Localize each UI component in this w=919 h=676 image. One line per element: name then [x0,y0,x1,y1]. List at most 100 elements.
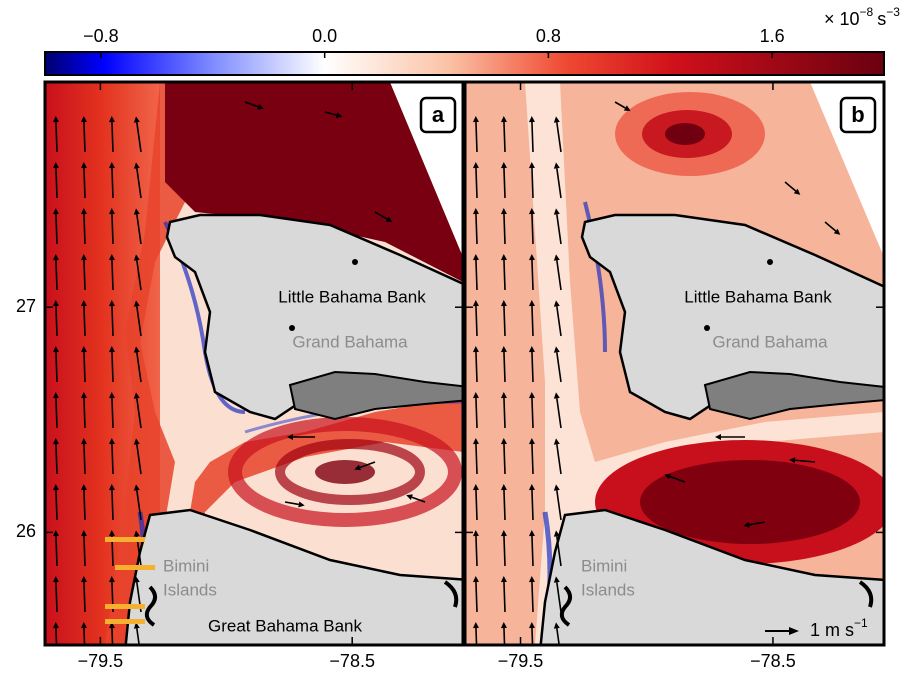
velocity-arrow [111,259,114,291]
arrow-head [472,208,479,215]
velocity-arrow [503,397,506,429]
velocity-arrow [55,489,58,521]
arrow-head [472,438,479,445]
arrow-head [133,622,140,629]
arrow-head [108,484,115,491]
arrow-head [664,473,671,480]
velocity-arrow [503,535,506,567]
arrow-head [500,116,507,123]
arrow-head [472,484,479,491]
velocity-arrow [55,305,58,337]
velocity-arrow [556,398,562,429]
arrow-head [385,216,393,222]
arrow-head [257,103,264,110]
scale-text: 1 m s [810,620,854,640]
arrow-head [789,457,796,464]
arrow-head [108,576,115,583]
arrow-head [133,576,140,583]
place-label: Bimini [163,556,209,575]
velocity-arrow [556,352,562,383]
velocity-arrow [136,398,142,429]
velocity-arrow [83,443,86,475]
velocity-arrow [503,213,506,245]
arrow-head [80,392,87,399]
arrow-head [108,622,115,629]
arrow-head [500,622,507,629]
arrow-head [133,530,140,537]
arrow-head [528,576,535,583]
arrow-head [80,576,87,583]
velocity-arrow [784,181,797,192]
arrow-head [528,346,535,353]
velocity-arrow [136,306,142,337]
velocity-arrow [531,213,534,245]
arrow-head [108,162,115,169]
velocity-arrow [83,627,86,645]
velocity-arrow [136,122,142,153]
velocity-arrow [111,627,114,645]
velocity-arrow [83,213,86,245]
scale-exponent: −1 [854,616,868,630]
arrow-head [80,484,87,491]
velocity-arrow [531,167,534,199]
place-label: Grand Bahama [712,332,828,351]
place-label: Bimini [581,556,627,575]
velocity-arrow [55,443,58,475]
arrow-head [528,254,535,261]
arrow-head [715,434,721,440]
velocity-arrow [83,167,86,199]
velocity-arrow [503,489,506,521]
velocity-arrow [556,260,562,291]
velocity-arrow [475,397,478,429]
arrow-head [528,392,535,399]
arrow-head [528,300,535,307]
x-tick-label: −79.5 [498,651,544,671]
velocity-arrow [531,581,534,613]
arrow-head [406,494,413,501]
arrow-head [80,438,87,445]
arrow-head [52,484,59,491]
colorbar-tick-label: 1.6 [760,26,785,46]
velocity-arrow [475,351,478,383]
arrow-head [108,254,115,261]
velocity-arrow [531,627,534,645]
arrow-head [52,254,59,261]
arrow-head [833,228,841,235]
velocity-arrow [669,475,686,483]
velocity-arrow [83,489,86,521]
arrow-head [500,208,507,215]
place-label: Great Bahama Bank [208,616,363,635]
arrow-head [553,530,560,537]
velocity-arrow [556,490,562,521]
place-label: Islands [581,580,635,599]
place-label: Islands [163,580,217,599]
velocity-arrow [111,305,114,337]
velocity-arrow [111,121,114,153]
arrow-head [553,484,560,491]
velocity-arrow [556,214,562,245]
velocity-arrow [556,122,562,153]
velocity-arrow [531,121,534,153]
arrow-head [528,484,535,491]
arrow-head [528,162,535,169]
arrow-head [553,254,560,261]
panel-a: a Little Bahama Bank Grand Bahama Bimini… [43,80,465,647]
arrow-head [80,622,87,629]
velocity-arrow [83,535,86,567]
velocity-arrow [111,443,114,475]
velocity-arrow [824,221,837,232]
velocity-arrow [556,168,562,199]
velocity-arrow [503,259,506,291]
velocity-arrow [531,305,534,337]
velocity-arrow [374,211,388,220]
arrow-head [553,116,560,123]
velocity-arrow [503,351,506,383]
velocity-arrow [556,536,562,567]
velocity-arrow [55,627,58,645]
arrow-head [52,116,59,123]
arrow-head [472,622,479,629]
velocity-arrow [136,214,142,245]
velocity-arrow [503,627,506,645]
velocity-arrow [359,461,376,469]
